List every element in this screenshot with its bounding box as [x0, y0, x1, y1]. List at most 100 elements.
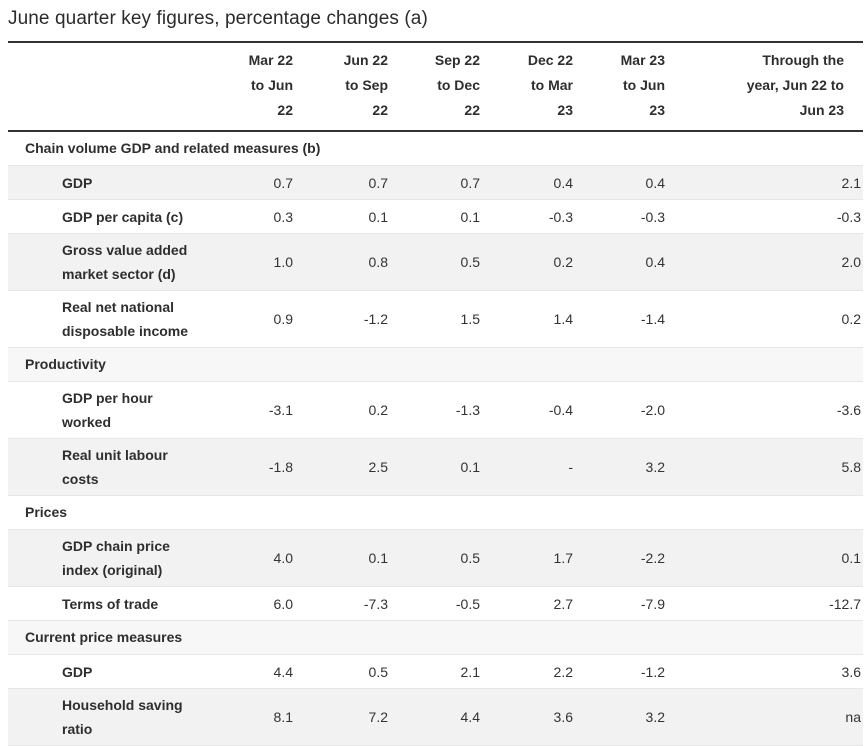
- table-row: Real unit labour costs -1.8 2.5 0.1 - 3.…: [8, 438, 863, 496]
- value-cell: -1.2: [640, 663, 665, 680]
- table-header: Mar 22 to Jun 22 Jun 22 to Sep 22 Sep 22…: [8, 42, 863, 131]
- column-header: Sep 22 to Dec 22: [434, 52, 480, 118]
- header-row: Mar 22 to Jun 22 Jun 22 to Sep 22 Sep 22…: [8, 42, 863, 131]
- value-cell: -12.7: [829, 595, 861, 612]
- section-header: Chain volume GDP and related measures (b…: [25, 140, 321, 156]
- value-cell: 0.9: [273, 311, 293, 327]
- value-cell: 0.1: [841, 550, 861, 566]
- section-header: Productivity: [25, 356, 106, 372]
- value-cell: 0.2: [553, 254, 573, 270]
- value-cell: -3.6: [836, 402, 861, 418]
- row-label: GDP per capita (c): [62, 208, 184, 225]
- row-label: GDP: [62, 174, 93, 191]
- table-row: GDP per capita (c) 0.3 0.1 0.1 -0.3 -0.3…: [8, 199, 863, 234]
- value-cell: 4.0: [273, 550, 293, 566]
- value-cell: -0.5: [455, 595, 480, 612]
- corner-cell: [8, 42, 208, 131]
- value-cell: 2.1: [841, 174, 861, 191]
- value-cell: 0.1: [460, 208, 480, 225]
- value-cell: 0.2: [368, 402, 388, 418]
- value-cell: 3.6: [841, 663, 861, 680]
- value-cell: 1.7: [553, 550, 573, 566]
- value-cell: -7.3: [363, 595, 388, 612]
- table-row: Real net national disposable income 0.9 …: [8, 290, 863, 348]
- table-row: GDP per hour worked -3.1 0.2 -1.3 -0.4 -…: [8, 381, 863, 439]
- value-cell: -1.4: [640, 311, 665, 327]
- row-label: Real net national disposable income: [62, 299, 189, 339]
- value-cell: -1.2: [363, 311, 388, 327]
- value-cell: 2.7: [553, 595, 573, 612]
- row-label: GDP chain price index (original): [62, 538, 170, 578]
- row-label: Real unit labour costs: [62, 447, 168, 487]
- value-cell: 0.2: [841, 311, 861, 327]
- value-cell: 1.4: [553, 311, 573, 327]
- table-row: Household saving ratio 8.1 7.2 4.4 3.6 3…: [8, 688, 863, 746]
- table-body: Chain volume GDP and related measures (b…: [8, 131, 863, 746]
- row-label: GDP: [62, 663, 93, 680]
- value-cell: 8.1: [273, 709, 293, 725]
- row-label: Terms of trade: [62, 595, 159, 612]
- value-cell: -2.0: [640, 402, 665, 418]
- value-cell: 2.5: [368, 459, 388, 475]
- section-row: Chain volume GDP and related measures (b…: [8, 131, 863, 166]
- value-cell: 0.7: [460, 174, 480, 191]
- value-cell: 0.5: [460, 550, 480, 566]
- value-cell: 1.0: [273, 254, 293, 270]
- value-cell: 2.2: [553, 663, 573, 680]
- value-cell: 6.0: [273, 595, 293, 612]
- value-cell: 0.1: [460, 459, 480, 475]
- key-figures-table: Mar 22 to Jun 22 Jun 22 to Sep 22 Sep 22…: [8, 41, 863, 746]
- section-row: Current price measures: [8, 620, 863, 655]
- value-cell: 1.5: [460, 311, 480, 327]
- table-row: Gross value added market sector (d) 1.0 …: [8, 233, 863, 291]
- value-cell: 3.2: [645, 459, 665, 475]
- column-header: Mar 23 to Jun 23: [620, 52, 665, 118]
- value-cell: -0.3: [640, 208, 665, 225]
- key-figures-panel: June quarter key figures, percentage cha…: [8, 0, 863, 746]
- table-row: GDP chain price index (original) 4.0 0.1…: [8, 529, 863, 587]
- value-cell: 0.1: [368, 550, 388, 566]
- section-header: Prices: [25, 504, 68, 520]
- value-cell: 5.8: [841, 459, 861, 475]
- value-cell: 4.4: [460, 709, 480, 725]
- value-cell: -2.2: [640, 550, 665, 566]
- column-header: Dec 22 to Mar 23: [527, 52, 573, 118]
- value-cell: 0.4: [553, 174, 573, 191]
- value-cell: -7.9: [640, 595, 665, 612]
- row-label: Gross value added market sector (d): [62, 242, 188, 282]
- value-cell: -3.1: [268, 402, 293, 418]
- value-cell: na: [845, 709, 861, 725]
- table-row: Terms of trade 6.0 -7.3 -0.5 2.7 -7.9 -1…: [8, 586, 863, 621]
- value-cell: -0.3: [836, 208, 861, 225]
- value-cell: 0.7: [273, 174, 293, 191]
- value-cell: 0.4: [645, 254, 665, 270]
- value-cell: 2.0: [841, 254, 861, 270]
- value-cell: 0.7: [368, 174, 388, 191]
- column-header: Jun 22 to Sep 22: [343, 52, 388, 118]
- value-cell: -: [568, 459, 573, 475]
- section-header: Current price measures: [25, 629, 183, 645]
- value-cell: 0.1: [368, 208, 388, 225]
- value-cell: 3.6: [553, 709, 573, 725]
- value-cell: 0.3: [273, 208, 293, 225]
- section-row: Prices: [8, 495, 863, 530]
- column-header: Through the year, Jun 22 to Jun 23: [746, 52, 844, 118]
- value-cell: -0.4: [548, 402, 573, 418]
- value-cell: 3.2: [645, 709, 665, 725]
- value-cell: 0.5: [368, 663, 388, 680]
- value-cell: 0.8: [368, 254, 388, 270]
- value-cell: 0.4: [645, 174, 665, 191]
- value-cell: 7.2: [368, 709, 388, 725]
- value-cell: -0.3: [548, 208, 573, 225]
- page-title: June quarter key figures, percentage cha…: [8, 8, 428, 29]
- value-cell: 2.1: [460, 663, 480, 680]
- value-cell: 4.4: [273, 663, 293, 680]
- table-row: GDP 0.7 0.7 0.7 0.4 0.4 2.1: [8, 165, 863, 200]
- value-cell: -1.3: [455, 402, 480, 418]
- section-row: Productivity: [8, 347, 863, 382]
- row-label: Household saving ratio: [62, 697, 183, 737]
- column-header: Mar 22 to Jun 22: [248, 52, 293, 118]
- value-cell: -1.8: [268, 459, 293, 475]
- row-label: GDP per hour worked: [62, 390, 153, 430]
- value-cell: 0.5: [460, 254, 480, 270]
